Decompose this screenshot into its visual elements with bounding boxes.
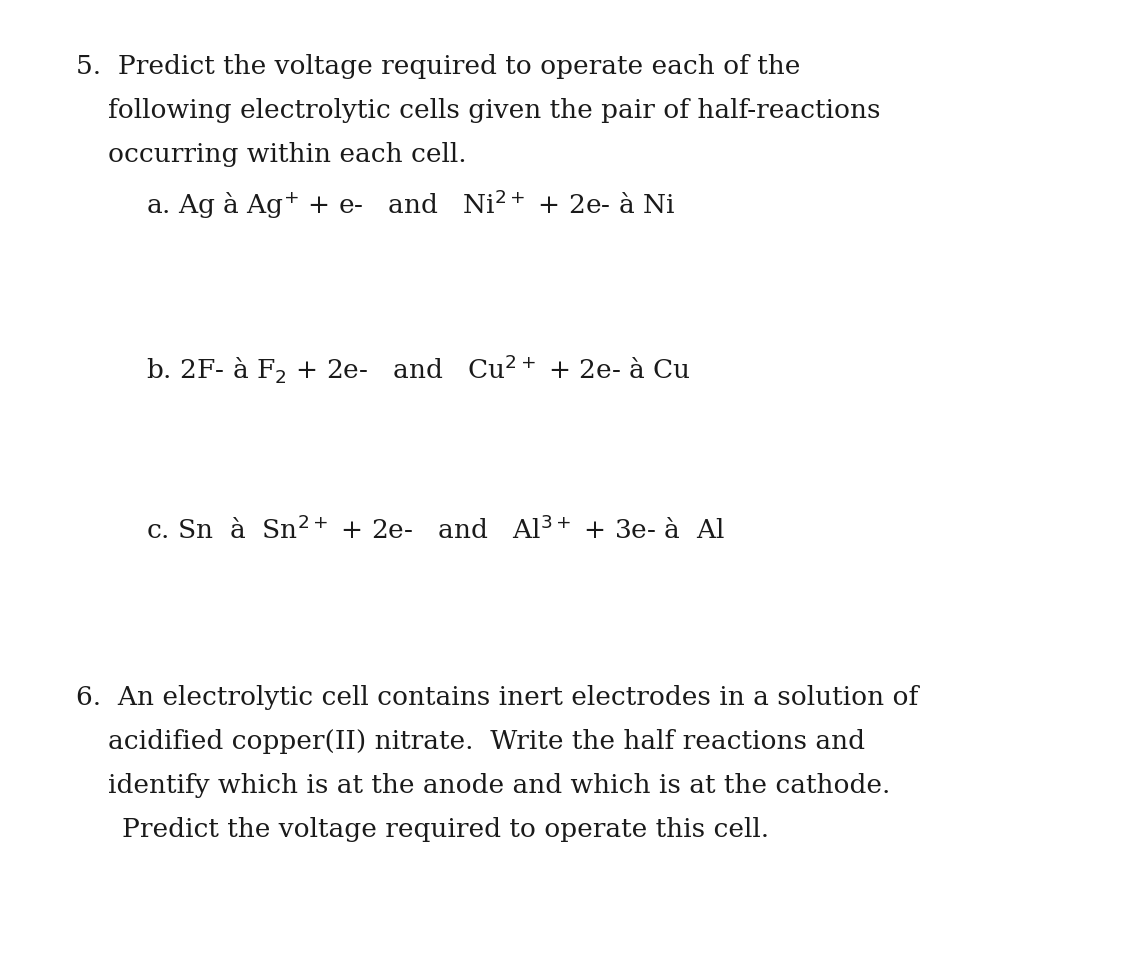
Text: b. 2F- à F$_{2}$ + 2e-   and   Cu$^{2+}$ + 2e- à Cu: b. 2F- à F$_{2}$ + 2e- and Cu$^{2+}$ + 2… <box>146 352 691 385</box>
Text: acidified copper(II) nitrate.  Write the half reactions and: acidified copper(II) nitrate. Write the … <box>108 728 865 753</box>
Text: 5.  Predict the voltage required to operate each of the: 5. Predict the voltage required to opera… <box>76 54 801 79</box>
Text: following electrolytic cells given the pair of half-reactions: following electrolytic cells given the p… <box>108 98 881 123</box>
Text: a. Ag à Ag$^{+}$ + e-   and   Ni$^{2+}$ + 2e- à Ni: a. Ag à Ag$^{+}$ + e- and Ni$^{2+}$ + 2e… <box>146 188 675 221</box>
Text: occurring within each cell.: occurring within each cell. <box>108 142 467 167</box>
Text: 6.  An electrolytic cell contains inert electrodes in a solution of: 6. An electrolytic cell contains inert e… <box>76 684 919 709</box>
Text: identify which is at the anode and which is at the cathode.: identify which is at the anode and which… <box>108 772 890 797</box>
Text: Predict the voltage required to operate this cell.: Predict the voltage required to operate … <box>122 816 768 841</box>
Text: c. Sn  à  Sn$^{2+}$ + 2e-   and   Al$^{3+}$ + 3e- à  Al: c. Sn à Sn$^{2+}$ + 2e- and Al$^{3+}$ + … <box>146 515 726 543</box>
